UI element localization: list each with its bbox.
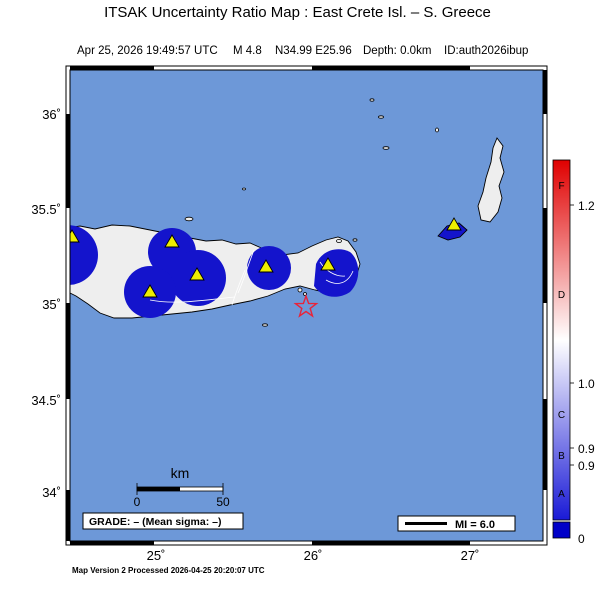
station-triangle: [446, 217, 462, 231]
karpathos-island: [477, 137, 505, 223]
event-magnitude: M 4.8: [233, 45, 262, 57]
map-frame: [65, 65, 548, 546]
grade-label: GRADE: – (Mean sigma: –): [89, 516, 221, 528]
colorbar-value: 0.9: [578, 442, 595, 456]
lon-label: 26˚: [304, 548, 323, 563]
lon-label: 27˚: [461, 548, 480, 563]
scale-end: 50: [216, 495, 230, 509]
grade-letter-a: A: [558, 489, 565, 500]
colorbar-value: 0: [578, 532, 585, 546]
scale-bar: km 0 50: [134, 465, 230, 509]
scale-start: 0: [134, 495, 141, 509]
lat-label: 36˚: [42, 107, 61, 122]
stations: [70, 217, 462, 298]
station-triangle: [164, 234, 180, 248]
mi-label: MI = 6.0: [455, 519, 495, 531]
grade-letter-b: B: [558, 451, 565, 462]
colorbar-value: 1.2: [578, 199, 595, 213]
mi-legend: MI = 6.0: [397, 515, 516, 532]
epicenter-star-icon: [293, 293, 319, 318]
map-content: km 0 50 GRADE: – (Mean sigma: –) MI = 6.…: [70, 98, 516, 532]
event-id: ID:auth2026ibup: [444, 45, 529, 57]
lat-label: 35˚: [42, 297, 61, 312]
lat-label: 35.5˚: [31, 202, 61, 217]
station-triangle: [70, 229, 80, 243]
colorbar: F D C B A 1.2 1.0 0.9 0.9 0: [552, 159, 595, 546]
lat-label: 34.5˚: [31, 393, 61, 408]
grade-box: GRADE: – (Mean sigma: –): [82, 512, 244, 530]
station-triangle: [258, 259, 274, 273]
grade-letter-c: C: [558, 410, 565, 421]
scale-unit: km: [171, 465, 190, 481]
lon-label: 25˚: [147, 548, 166, 563]
station-triangle: [189, 267, 205, 281]
contour-lines: [149, 249, 354, 306]
islets: [184, 98, 439, 327]
station-triangle: [320, 257, 336, 271]
station-triangle: [142, 284, 158, 298]
grade-letter-f: F: [558, 181, 564, 192]
footer-text: Map Version 2 Processed 2026-04-25 20:20…: [72, 566, 265, 575]
lat-label: 34˚: [42, 485, 61, 500]
lon-labels: 25˚ 26˚ 27˚: [147, 548, 480, 563]
colorbar-value: 0.9: [578, 459, 595, 473]
map-title: ITSAK Uncertainty Ratio Map : East Crete…: [104, 4, 491, 21]
grade-letter-d: D: [558, 290, 565, 301]
colorbar-value: 1.0: [578, 377, 595, 391]
lat-labels: 36˚ 35.5˚ 35˚ 34.5˚ 34˚: [31, 107, 61, 500]
event-datetime: Apr 25, 2026 19:49:57 UTC: [77, 45, 218, 57]
event-depth: Depth: 0.0km: [363, 45, 432, 57]
event-location: N34.99 E25.96: [275, 45, 352, 57]
